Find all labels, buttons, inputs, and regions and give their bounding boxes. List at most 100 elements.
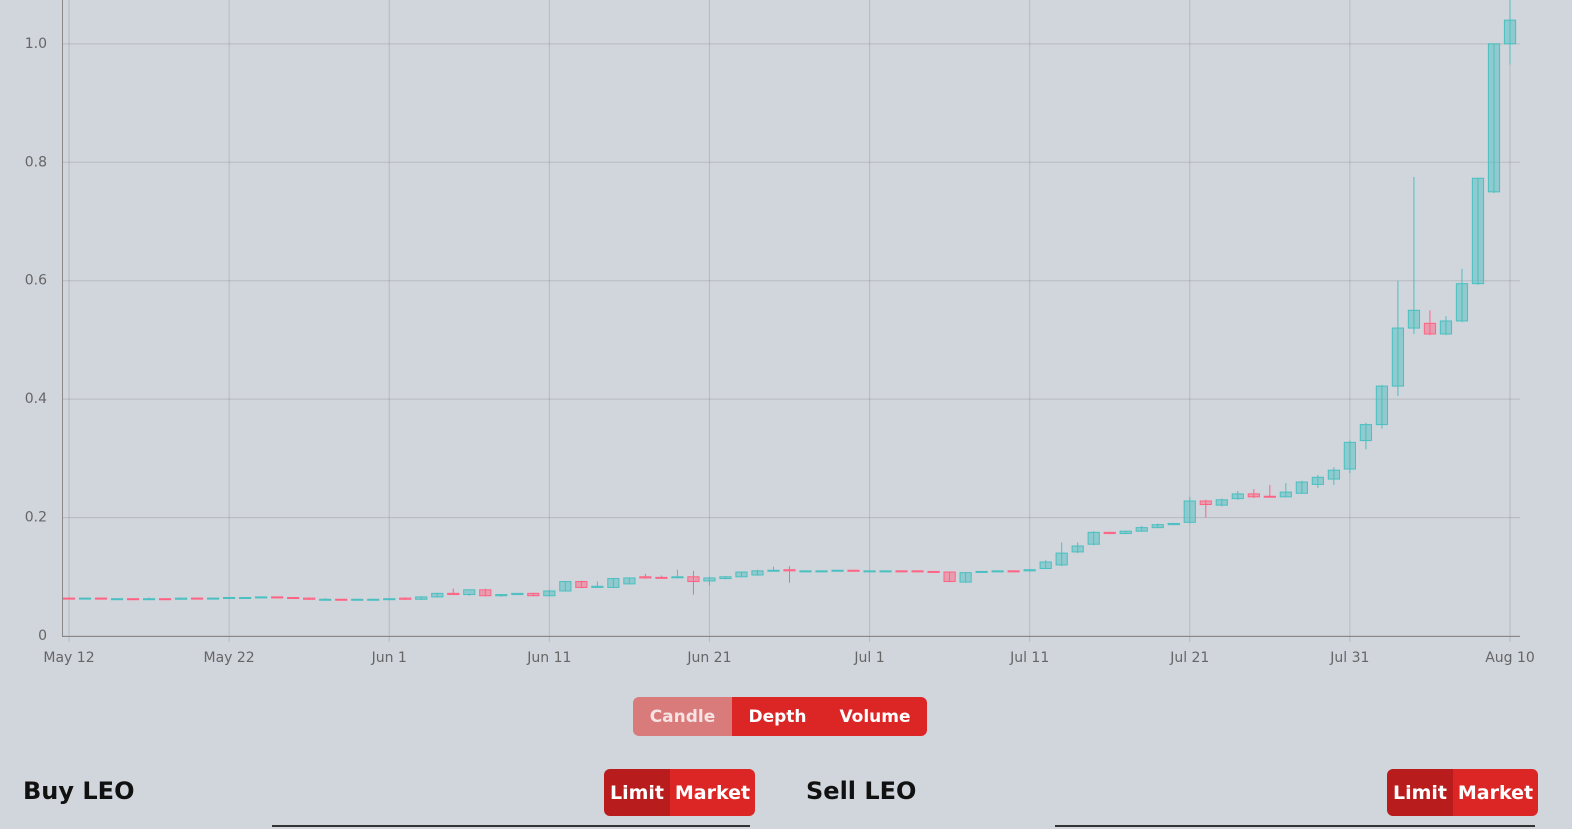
candle-body [527,592,540,597]
candle-body [719,576,732,580]
candle-body [158,598,172,601]
x-tick-label: Jun 1 [371,650,407,666]
candle-body [1407,309,1421,329]
candle-body [783,569,796,572]
candle-body [1327,469,1340,480]
candle-body [1487,43,1501,193]
chart-tabs: Candle Depth Volume [633,697,927,736]
candle-body [1455,283,1469,322]
candle-body [1439,320,1453,335]
candle-body [463,589,476,596]
candle-body [1247,493,1260,498]
buy-title: Buy LEO [23,777,135,805]
candle-body [1151,524,1164,529]
grid [62,0,1520,642]
candle-body [1087,531,1100,545]
x-tick-label: Jul 1 [853,650,884,666]
candle-body [767,569,780,572]
candle-body [479,589,492,597]
candle-body [1103,531,1116,535]
candle-body [223,597,236,600]
candle-body [1295,481,1308,494]
candlestick-chart: 0 0.2 0.4 0.6 0.8 1.0 May 12 May 22 Jun 1 Jun 11 J… [25,0,1535,666]
candle-body [975,570,988,573]
y-tick-label: 0 [38,628,47,644]
candle-body [991,570,1004,573]
candle-body [303,597,316,600]
candle-body [62,597,76,600]
candle-body [335,598,348,601]
candle-body [543,590,556,597]
limit-tab[interactable]: Limit [1387,769,1453,816]
candle-body [287,597,300,600]
candle-body [255,596,268,599]
candle-body [703,577,716,582]
candle-body [174,597,188,600]
candle-body [927,570,940,573]
candle-body [94,597,108,600]
candle-body [1343,441,1356,470]
candle-body [367,598,380,601]
limit-tab[interactable]: Limit [604,769,670,816]
y-tick-label: 0.6 [25,273,47,289]
candle-body [190,597,204,600]
candle-body [415,596,428,600]
market-tab[interactable]: Market [1453,769,1538,816]
candle-body [319,598,332,601]
candle-body [110,598,124,601]
x-tick-label: Aug 10 [1485,650,1535,666]
candle-body [1503,19,1517,45]
candle-body [687,576,700,583]
candle-body [607,578,620,588]
x-tick-label: Jul 31 [1329,650,1369,666]
candle-body [847,569,860,572]
candle-body [895,570,908,573]
candle-body [671,576,684,579]
candle-body [815,570,828,573]
depth-tab[interactable]: Depth [732,697,823,736]
candle-body [1199,500,1212,506]
volume-tab[interactable]: Volume [823,697,927,736]
candle-body [1471,177,1485,285]
y-tick-label: 1.0 [25,36,47,52]
candle-body [1231,493,1244,500]
candle-body [1183,500,1196,523]
candle-body [1263,495,1276,498]
candle-body [1375,385,1389,426]
candle-body [863,570,876,573]
x-tick-label: May 12 [43,650,94,666]
candle-body [399,597,412,600]
y-tick-label: 0.2 [25,510,47,526]
candle-body [1023,569,1036,572]
candle-body [1119,530,1132,535]
candle-body [495,594,508,597]
candle-body [78,597,92,600]
candle-body [943,571,956,583]
candle-body [575,581,588,588]
sell-order-tabs: Limit Market [1387,769,1538,816]
candle-body [1279,491,1292,498]
candle-body [1359,424,1373,442]
input-border [272,825,750,827]
y-tick-label: 0.4 [25,391,47,407]
candle-body [799,570,812,573]
candle-tab[interactable]: Candle [633,697,732,736]
candle-body [831,569,844,572]
candle-body [126,598,140,601]
input-border [1055,825,1535,827]
sell-title: Sell LEO [806,777,917,805]
candle-body [383,598,396,601]
y-tick-label: 0.8 [25,154,47,170]
buy-order-tabs: Limit Market [604,769,755,816]
candle-body [1391,327,1405,387]
market-tab[interactable]: Market [670,769,755,816]
candle-body [142,598,156,601]
candles [62,0,1517,601]
candle-body [431,592,444,598]
candle-body [1167,522,1180,526]
candle-body [206,597,220,600]
candle-body [879,570,892,573]
x-tick-label: Jun 21 [686,650,731,666]
x-tick-label: Jul 11 [1009,650,1049,666]
